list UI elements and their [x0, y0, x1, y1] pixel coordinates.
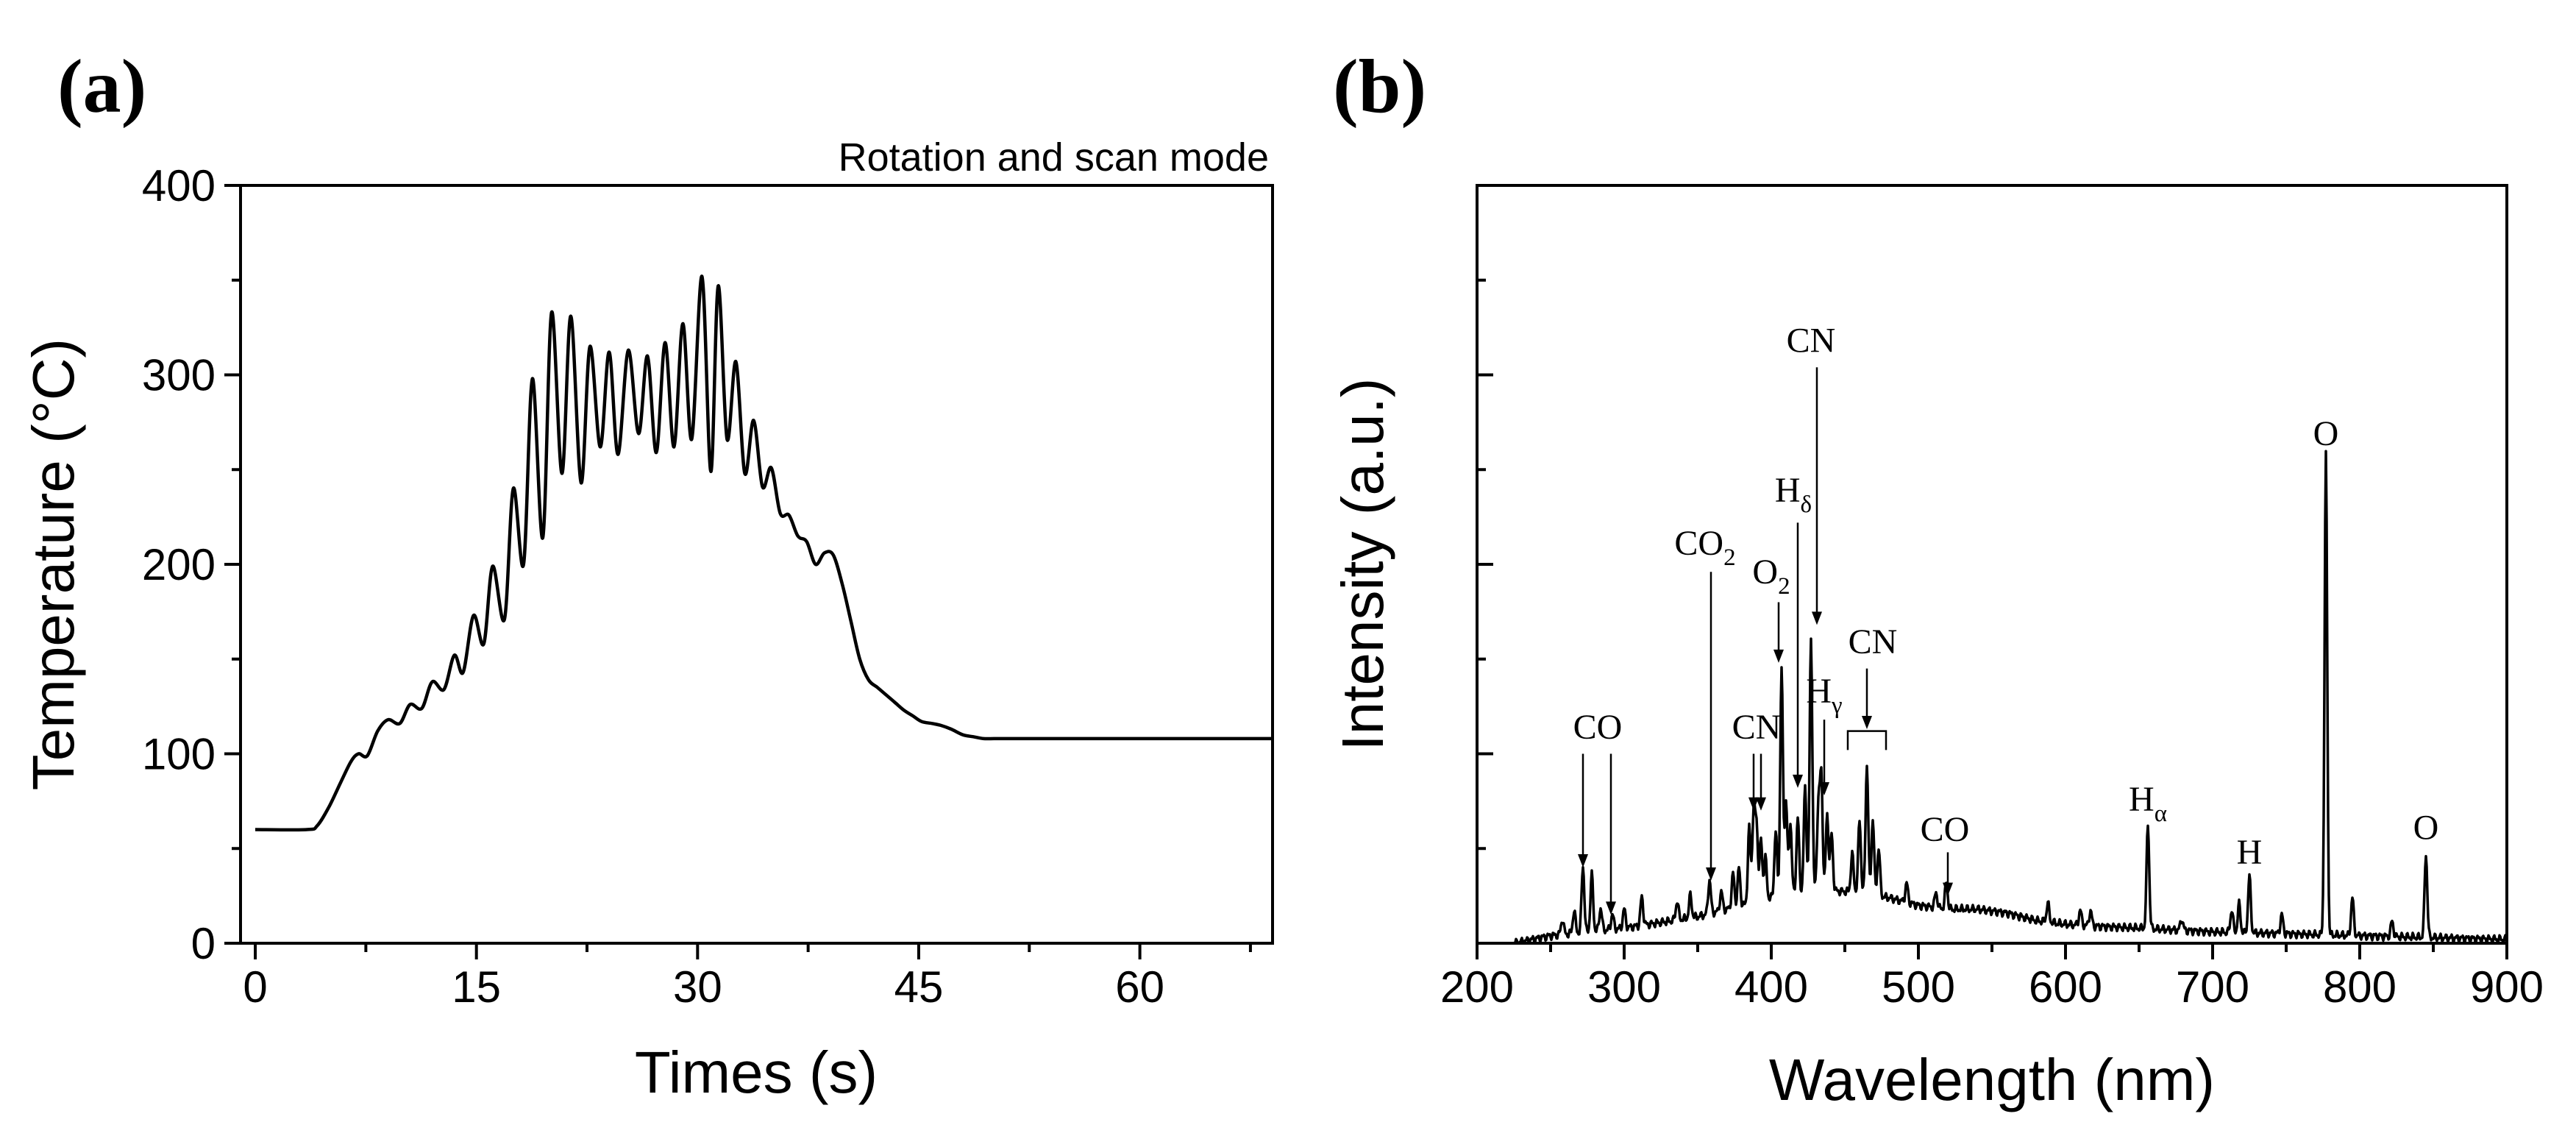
- peak-label-subscript: 2: [1778, 573, 1790, 600]
- y-tick-label-a: 200: [142, 540, 216, 589]
- peak-label: Hδ: [1775, 471, 1812, 518]
- peak-label-text: O: [2313, 414, 2339, 453]
- annotation-arrowhead: [1812, 611, 1822, 625]
- y-tick-label-a: 0: [191, 919, 216, 968]
- x-tick-label-b: 400: [1734, 962, 1808, 1012]
- x-tick-label-b: 500: [1882, 962, 1955, 1012]
- peak-label: O: [2313, 414, 2339, 453]
- panel-a-label: (a): [57, 44, 146, 129]
- peak-label-text: H: [2237, 833, 2263, 872]
- annotation-arrowhead: [1862, 716, 1872, 730]
- x-axis-label-b: Wavelength (nm): [1769, 1047, 2215, 1112]
- peak-label: CO2: [1674, 524, 1735, 571]
- peak-label-subscript: γ: [1831, 692, 1843, 719]
- peak-label-text: CN: [1849, 622, 1898, 661]
- peak-label-text: H: [2129, 780, 2155, 819]
- peak-label: O: [2413, 808, 2439, 847]
- peak-label-text: H: [1775, 471, 1801, 510]
- peak-label: CO: [1573, 708, 1623, 747]
- peak-label-text: H: [1806, 672, 1832, 711]
- peak-label-subscript: α: [2155, 800, 2167, 827]
- y-tick-label-a: 100: [142, 730, 216, 779]
- peak-label: CN: [1787, 322, 1836, 361]
- peak-label: Hα: [2129, 780, 2167, 827]
- peak-label: CO: [1921, 810, 1970, 849]
- annotation-arrowhead: [1943, 882, 1953, 896]
- temperature-chart: (a) Rotation and scan mode 0 15 30 45 60 0 10…: [21, 44, 1274, 1105]
- annotation-arrowhead: [1819, 782, 1829, 796]
- plot-frame-b: [1476, 184, 2508, 945]
- y-axis-ticks-b: [1477, 278, 1493, 851]
- peak-label-subscript: δ: [1801, 491, 1812, 518]
- annotation-arrowhead: [1606, 901, 1616, 915]
- peak-label-text: O: [1752, 553, 1778, 592]
- x-tick-label-a: 60: [1115, 962, 1164, 1012]
- y-axis-label-b: Intensity (a.u.): [1330, 378, 1395, 751]
- x-tick-label-b: 900: [2470, 962, 2544, 1012]
- peak-label: Hγ: [1806, 672, 1842, 719]
- x-tick-label-a: 30: [673, 962, 722, 1012]
- peak-label: O2: [1752, 553, 1790, 600]
- x-tick-label-b: 800: [2323, 962, 2397, 1012]
- annotation-arrowhead: [1756, 797, 1766, 811]
- plot-frame-a: [239, 184, 1274, 945]
- annotation-arrowhead: [1706, 867, 1716, 881]
- x-tick-label-a: 45: [894, 962, 944, 1012]
- x-tick-label-b: 700: [2176, 962, 2249, 1012]
- peak-label: CN: [1732, 708, 1782, 747]
- panel-b-label: (b): [1333, 44, 1426, 129]
- peak-label-subscript: 2: [1723, 544, 1736, 571]
- annotation-arrowhead: [1578, 854, 1588, 867]
- spectrum-series-line: [1513, 450, 2508, 945]
- cn-band-bracket: [1846, 730, 1887, 750]
- annotation-arrowhead: [1793, 774, 1803, 788]
- peak-label-text: CO: [1674, 524, 1723, 563]
- x-tick-label-b: 200: [1440, 962, 1514, 1012]
- x-axis-ticks-a: 0 15 30 45 60: [243, 943, 1252, 1012]
- x-axis-label-a: Times (s): [635, 1040, 878, 1105]
- x-tick-label-a: 0: [243, 962, 267, 1012]
- peak-label-text: CO: [1573, 708, 1623, 747]
- mode-annotation: Rotation and scan mode: [839, 135, 1269, 180]
- x-axis-ticks-b: 200 300 400 500 600 700 800 900: [1440, 943, 2544, 1012]
- peak-label-text: CN: [1787, 322, 1836, 361]
- annotation-arrowhead: [1773, 649, 1784, 663]
- peak-label-text: CN: [1732, 708, 1782, 747]
- annotation-arrowhead: [1748, 797, 1759, 811]
- peak-label: H: [2237, 833, 2263, 872]
- y-tick-label-a: 300: [142, 351, 216, 400]
- x-tick-label-b: 600: [2029, 962, 2102, 1012]
- peak-label-text: O: [2413, 808, 2439, 847]
- x-tick-label-b: 300: [1587, 962, 1661, 1012]
- peak-label: CN: [1849, 622, 1898, 661]
- temperature-series-line: [255, 274, 1273, 832]
- y-axis-label-a: Temperature (°C): [21, 338, 86, 790]
- y-tick-label-a: 400: [142, 161, 216, 210]
- x-tick-label-a: 15: [452, 962, 501, 1012]
- y-axis-ticks-a: 0 100 200 300 400: [142, 161, 241, 968]
- peak-label-text: CO: [1921, 810, 1970, 849]
